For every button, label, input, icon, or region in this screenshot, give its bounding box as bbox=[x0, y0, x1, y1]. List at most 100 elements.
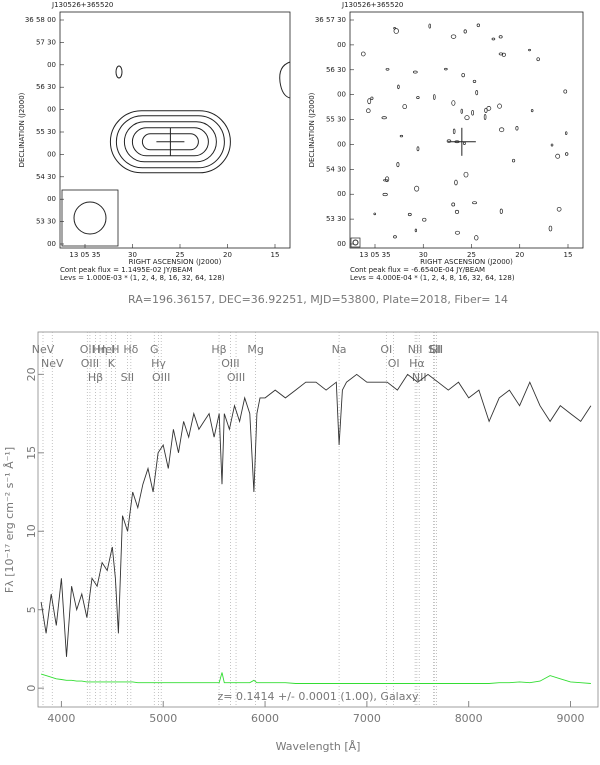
noise-contour bbox=[472, 79, 477, 83]
line-label: OIII bbox=[81, 357, 99, 370]
line-label: Hγ bbox=[151, 357, 166, 370]
levels: Levs = 4.000E-04 * (1, 2, 4, 8, 16, 32, … bbox=[350, 274, 515, 282]
y-tick-label: 0 bbox=[25, 685, 38, 692]
line-label: Hδ bbox=[123, 343, 138, 356]
noise-contour bbox=[498, 35, 503, 39]
noise-contour bbox=[402, 104, 407, 110]
noise-contour bbox=[530, 109, 534, 113]
line-label: Li bbox=[429, 343, 438, 356]
x-tick-label: 4000 bbox=[47, 712, 75, 725]
noise-contour bbox=[412, 70, 418, 74]
y-tick-label: 53 30 bbox=[36, 218, 56, 226]
y-tick-label: 00 bbox=[47, 240, 56, 248]
line-label: OI bbox=[380, 343, 392, 356]
noise-contour bbox=[464, 115, 470, 121]
noise-contour bbox=[381, 116, 387, 120]
spectrum-info: RA=196.36157, DEC=36.92251, MJD=53800, P… bbox=[128, 293, 508, 306]
noise-contour bbox=[499, 127, 505, 133]
x-tick-label: 9000 bbox=[557, 712, 585, 725]
noise-contour bbox=[370, 96, 374, 100]
beam bbox=[73, 201, 107, 235]
noise-contour bbox=[555, 153, 561, 159]
line-label: OII bbox=[80, 343, 95, 356]
y-tick-label: 54 30 bbox=[36, 173, 56, 181]
map-title: J130526+365520 bbox=[51, 1, 113, 9]
noise-contour bbox=[463, 171, 469, 178]
y-tick-label: 54 30 bbox=[326, 165, 346, 173]
y-tick-label: 55 30 bbox=[36, 128, 56, 136]
noise-contour bbox=[422, 217, 427, 222]
redshift: z= 0.1414 +/- 0.0001 (1.00), Galaxy bbox=[218, 690, 419, 703]
y-tick-label: 15 bbox=[25, 446, 38, 460]
x-tick-label: 8000 bbox=[455, 712, 483, 725]
y-tick-label: 57 30 bbox=[36, 38, 56, 46]
noise-contour bbox=[446, 139, 452, 143]
y-tick-label: 00 bbox=[47, 106, 56, 114]
line-label: Mg bbox=[247, 343, 263, 356]
x-tick-label: 30 bbox=[419, 251, 428, 259]
beam bbox=[352, 239, 359, 246]
beam-box bbox=[61, 189, 119, 247]
y-tick-label: 5 bbox=[25, 606, 38, 613]
y-tick-label: 10 bbox=[25, 524, 38, 538]
noise-contour bbox=[416, 96, 420, 100]
x-tick-label: 13 05 35 bbox=[359, 251, 390, 259]
noise-contour bbox=[385, 67, 390, 71]
line-label: SII bbox=[430, 343, 443, 356]
line-label: HeI bbox=[97, 343, 115, 356]
noise-contour bbox=[463, 141, 466, 145]
line-label: Hη bbox=[92, 343, 107, 356]
noise-contour bbox=[384, 176, 390, 183]
contour bbox=[123, 121, 217, 163]
y-tick-label: 56 30 bbox=[36, 83, 56, 91]
y-tick-label: 00 bbox=[337, 140, 346, 148]
y-tick-label: 00 bbox=[337, 240, 346, 248]
noise-contour bbox=[393, 235, 397, 239]
y-tick-label: 56 30 bbox=[326, 66, 346, 74]
noise-contour bbox=[428, 23, 431, 29]
peak-flux: Cont peak flux = -6.6540E-04 JY/BEAM bbox=[350, 266, 485, 274]
noise-contour bbox=[414, 185, 420, 192]
x-tick-label: 25 bbox=[467, 251, 476, 259]
y-axis-label: DECLINATION (J2000) bbox=[18, 92, 26, 167]
noise-contour bbox=[550, 143, 554, 147]
line-label: SII bbox=[121, 371, 134, 384]
noise-contour bbox=[461, 73, 465, 78]
line-label: Hβ bbox=[88, 371, 103, 384]
noise-contour bbox=[444, 67, 448, 71]
noise-contour bbox=[382, 192, 388, 197]
noise-contour bbox=[565, 131, 568, 136]
line-label: NII bbox=[408, 343, 423, 356]
noise-contour bbox=[416, 146, 420, 152]
y-tick-label: 36 57 30 bbox=[315, 16, 346, 24]
noise-contour bbox=[452, 128, 456, 135]
contour bbox=[109, 110, 231, 174]
line-label: Na bbox=[332, 343, 347, 356]
contour bbox=[279, 61, 291, 99]
line-label: H bbox=[111, 343, 119, 356]
line-label: SII bbox=[428, 343, 441, 356]
noise-contour bbox=[486, 106, 492, 111]
noise-contour bbox=[497, 103, 502, 109]
noise-contour bbox=[564, 152, 569, 156]
x-tick-label: 13 05 35 bbox=[69, 251, 100, 259]
noise-contour bbox=[512, 158, 516, 163]
x-axis-label: Wavelength [Å] bbox=[276, 740, 361, 753]
noise-contour bbox=[498, 52, 504, 56]
noise-contour bbox=[476, 23, 481, 28]
noise-contour bbox=[373, 212, 377, 216]
noise-contour bbox=[407, 212, 412, 217]
x-tick-label: 6000 bbox=[251, 712, 279, 725]
y-tick-label: 00 bbox=[337, 41, 346, 49]
spectrum bbox=[40, 672, 591, 684]
line-label: NeV bbox=[41, 357, 64, 370]
x-axis-label: RIGHT ASCENSION (J2000) bbox=[420, 258, 513, 266]
peak-flux: Cont peak flux = 1.1495E-02 JY/BEAM bbox=[60, 266, 193, 274]
noise-contour bbox=[499, 208, 503, 214]
noise-contour bbox=[367, 98, 372, 105]
y-tick-label: 00 bbox=[47, 61, 56, 69]
plot-frame bbox=[37, 331, 599, 708]
line-label: Hα bbox=[409, 357, 425, 370]
map-title: J130526+365520 bbox=[341, 1, 403, 9]
